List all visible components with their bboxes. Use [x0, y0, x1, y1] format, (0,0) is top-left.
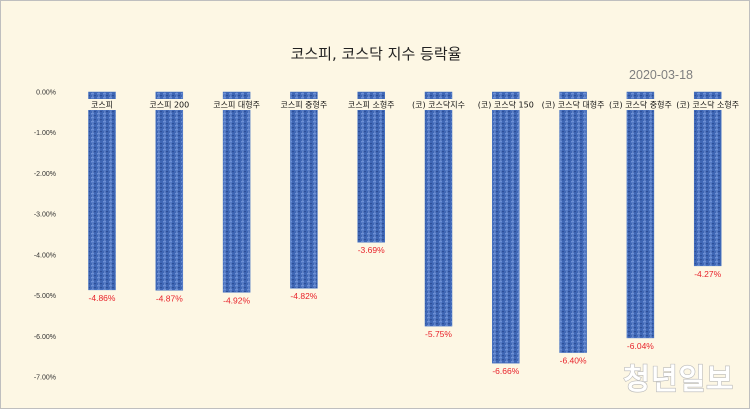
bar [222, 91, 251, 293]
category-label: (코) 코스닥 소형주 [676, 100, 739, 110]
chart-date: 2020-03-18 [629, 68, 693, 82]
bar [492, 91, 520, 364]
y-tick-label: -4.00% [34, 252, 56, 259]
watermark: 청년일보 [623, 362, 734, 396]
category-label: 코스피 대형주 [213, 101, 260, 110]
category-label: 코스피 200 [149, 101, 189, 110]
value-label: -6.40% [560, 356, 587, 366]
category-label-bg [540, 99, 607, 110]
category-label: 코스피 중형주 [281, 101, 328, 110]
category-label: 코스피 [91, 101, 113, 110]
category-label: (코) 코스닥지수 [412, 100, 465, 110]
bar [88, 91, 116, 291]
category-label: (코) 코스닥 대형주 [542, 100, 605, 110]
bar [290, 91, 318, 289]
y-tick-label: -5.00% [34, 293, 56, 300]
value-label: -4.86% [89, 293, 116, 303]
category-label-bg [338, 99, 405, 110]
bar [357, 91, 385, 243]
value-labels: -4.86% -4.87% -4.92% -4.82% -3.69% -5.75% -6.6… [89, 245, 722, 376]
bar [155, 91, 184, 291]
category-label-bg [607, 99, 674, 110]
chart-title: 코스피, 코스닥 지수 등락율 [291, 45, 462, 63]
category-label-bg [674, 99, 741, 110]
category-label: (코) 코스닥 150 [478, 100, 534, 110]
value-label: -4.27% [694, 269, 721, 279]
value-label: -6.04% [627, 341, 654, 351]
value-label: -4.92% [223, 295, 250, 305]
bar [559, 91, 587, 353]
category-label: (코) 코스닥 중형주 [609, 100, 672, 110]
value-label: -3.69% [358, 245, 385, 255]
category-label-bg [203, 99, 270, 110]
y-tick-label: -3.00% [34, 212, 56, 219]
y-tick-label: -1.00% [34, 130, 56, 137]
category-labels: 코스피 코스피 200 코스피 대형주 코스피 중형주 코스피 소형주 (코) 코스닥지수… [69, 99, 741, 110]
category-label: 코스피 소형주 [348, 101, 395, 110]
y-axis: 0.00% -1.00% -2.00% -3.00% -4.00% -5.00% -6.00… [34, 90, 56, 382]
bar [626, 91, 655, 339]
y-tick-label: 0.00% [36, 90, 56, 97]
bar [424, 91, 453, 327]
y-tick-label: -2.00% [34, 171, 56, 178]
category-label-bg [69, 99, 135, 110]
category-label-bg [472, 99, 539, 110]
bars [88, 91, 722, 364]
value-label: -6.66% [492, 366, 519, 376]
value-label: -4.82% [290, 291, 317, 301]
y-tick-label: -6.00% [34, 334, 56, 341]
bar [693, 91, 722, 267]
category-label-bg [270, 99, 337, 110]
value-label: -5.75% [425, 329, 452, 339]
category-label-bg [405, 99, 472, 110]
value-label: -4.87% [156, 293, 183, 303]
y-tick-label: -7.00% [34, 375, 56, 382]
category-label-bg [136, 99, 203, 110]
